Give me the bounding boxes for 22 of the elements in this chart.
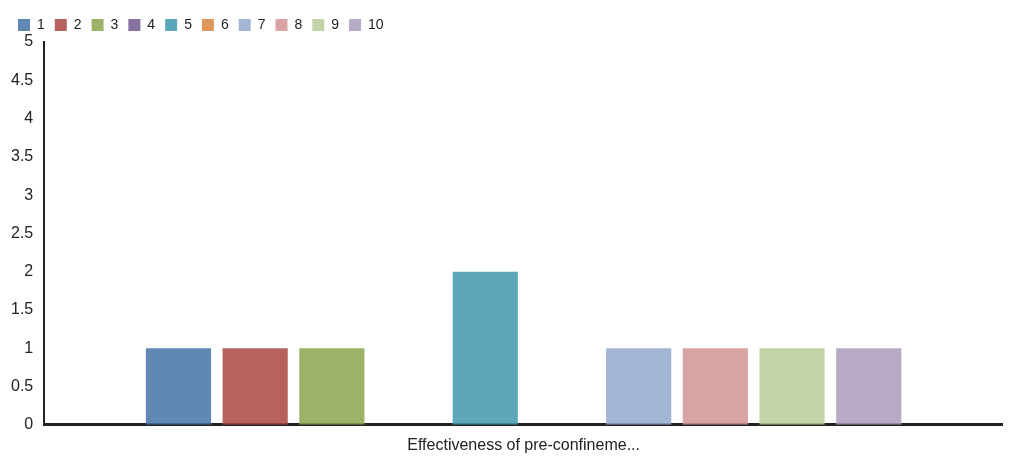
legend-label: 7 [257,15,266,32]
y-tick-label: 1.5 [10,300,34,318]
y-tick-label: 0 [24,415,34,433]
y-tick-label: 4 [24,108,34,126]
legend-label: 8 [294,15,303,32]
legend-label: 1 [37,15,45,32]
legend-label: 10 [368,15,384,32]
y-tick-label: 2 [24,262,34,280]
legend-label: 4 [147,15,156,32]
y-tick-label: 3.5 [10,147,34,165]
y-tick-label: 4.5 [10,70,34,88]
y-tick-label: 0.5 [10,376,34,394]
y-tick-label: 1 [24,338,34,356]
x-tick-label: Effectiveness of pre-confineme... [407,435,640,453]
legend-label: 9 [331,15,340,32]
y-tick-label: 2.5 [10,223,34,241]
legend-label: 5 [184,15,193,32]
legend-label: 6 [220,15,229,32]
legend-label: 3 [110,15,119,32]
y-tick-label: 3 [24,185,34,203]
legend-label: 2 [73,15,82,32]
y-tick-label: 5 [24,32,34,50]
